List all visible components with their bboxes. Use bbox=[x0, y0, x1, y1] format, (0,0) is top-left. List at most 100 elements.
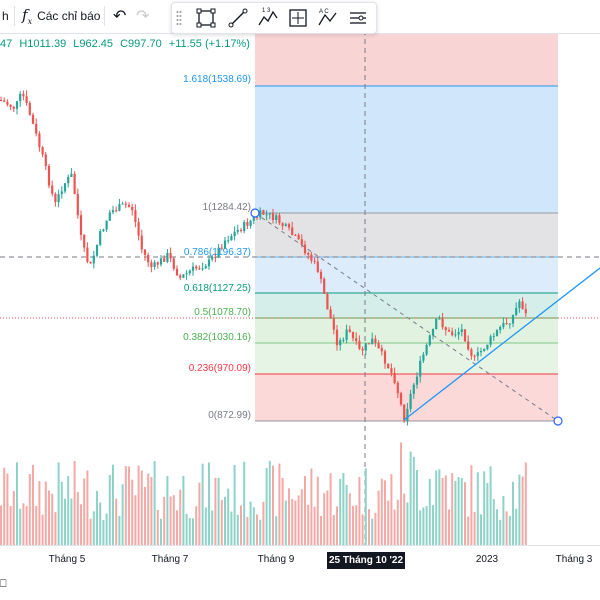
volume-bar bbox=[224, 496, 226, 545]
volume-bar bbox=[489, 466, 492, 545]
candle-body bbox=[230, 236, 233, 241]
fib-label-0786: 0.786(1196.37) bbox=[184, 247, 251, 258]
candle-body bbox=[175, 268, 179, 276]
volume-bar bbox=[428, 478, 431, 545]
volume-bar bbox=[310, 468, 313, 545]
candle-body bbox=[25, 96, 28, 104]
drawing-toolbar: 1 3 A C bbox=[171, 2, 377, 34]
volume-bar bbox=[515, 508, 518, 545]
volume-bar bbox=[396, 499, 399, 545]
trend-line-icon[interactable] bbox=[226, 6, 250, 30]
candle-body bbox=[19, 93, 22, 102]
candle-body bbox=[166, 252, 169, 262]
volume-bar bbox=[502, 495, 505, 545]
volume-bar bbox=[12, 491, 15, 545]
volume-bar bbox=[192, 518, 194, 545]
candle-body bbox=[131, 206, 134, 211]
candle-body bbox=[127, 204, 131, 207]
volume-bar bbox=[454, 480, 457, 545]
volume-bar bbox=[38, 481, 41, 545]
volume-bar bbox=[28, 474, 31, 545]
candle-body bbox=[326, 293, 329, 310]
volume-bar bbox=[361, 514, 364, 545]
candle-body bbox=[150, 262, 153, 267]
fib-label-1: 1(1284.42) bbox=[203, 202, 251, 213]
candle-body bbox=[35, 123, 38, 134]
volume-bar bbox=[160, 518, 162, 545]
volume-bar bbox=[233, 464, 236, 545]
candle-body bbox=[332, 318, 335, 330]
measure-icon[interactable] bbox=[286, 6, 310, 30]
time-label-may: Tháng 5 bbox=[48, 554, 86, 565]
candle-body bbox=[361, 348, 364, 351]
volume-bar bbox=[499, 519, 502, 545]
toolbar-divider bbox=[104, 6, 105, 26]
volume-bar bbox=[25, 506, 28, 545]
volume-bar bbox=[416, 470, 418, 545]
candle-body bbox=[188, 270, 191, 274]
candle-body bbox=[28, 103, 31, 115]
toolbar-divider bbox=[14, 6, 15, 26]
candle-body bbox=[348, 329, 351, 333]
candle-body bbox=[281, 223, 284, 226]
candle-body bbox=[495, 329, 499, 336]
volume-bar bbox=[521, 476, 524, 545]
volume-bar bbox=[60, 481, 63, 545]
volume-bar bbox=[355, 505, 358, 545]
candle-body bbox=[329, 309, 332, 319]
fib-anchor-start[interactable] bbox=[250, 208, 260, 218]
volume-bar bbox=[275, 516, 278, 545]
candle-body bbox=[422, 354, 425, 361]
volume-bar bbox=[188, 518, 191, 545]
volume-bar bbox=[252, 507, 255, 545]
volume-bar bbox=[320, 516, 322, 545]
undo-button[interactable]: ↶ bbox=[113, 0, 126, 32]
interval-button[interactable]: h bbox=[2, 0, 9, 32]
candle-body bbox=[143, 249, 147, 255]
drag-handle-icon[interactable] bbox=[176, 10, 182, 26]
candle-body bbox=[380, 348, 383, 352]
candle-body bbox=[313, 260, 316, 262]
time-axis[interactable]: Tháng 5 Tháng 7 Tháng 9 2023 Tháng 3 25 … bbox=[0, 545, 600, 572]
redo-button[interactable]: ↷ bbox=[136, 0, 149, 32]
candle-body bbox=[265, 214, 268, 216]
trend-line[interactable] bbox=[403, 267, 600, 421]
candle-body bbox=[367, 343, 371, 345]
ohlc-change: +11.55 (+1.17%) bbox=[168, 38, 250, 50]
calendar-icon[interactable]: ⎕ bbox=[0, 578, 7, 590]
volume-bar bbox=[64, 498, 66, 545]
volume-bar bbox=[390, 474, 393, 545]
volume-bar bbox=[451, 473, 454, 545]
candle-body bbox=[89, 261, 92, 264]
volume-bar bbox=[22, 503, 25, 545]
volume-bar bbox=[227, 488, 230, 545]
volume-bar bbox=[249, 501, 252, 545]
candle-body bbox=[451, 331, 454, 336]
volume-bar bbox=[236, 514, 239, 545]
fib-zone-1618 bbox=[255, 86, 558, 213]
indicators-button[interactable]: fx Các chỉ báo bbox=[22, 0, 100, 32]
volume-bar bbox=[512, 481, 514, 545]
candle-body bbox=[111, 210, 115, 213]
volume-bar bbox=[0, 505, 2, 545]
settings-lines-icon[interactable] bbox=[346, 6, 370, 30]
volume-bar bbox=[3, 467, 6, 545]
pattern-icon[interactable]: 1 3 bbox=[256, 6, 280, 30]
volume-bar bbox=[393, 509, 396, 545]
text-pattern-icon[interactable]: A C bbox=[316, 6, 340, 30]
candle-body bbox=[486, 344, 489, 350]
volume-bar bbox=[326, 490, 329, 545]
volume-bar bbox=[48, 490, 50, 545]
candle-body bbox=[479, 351, 483, 353]
fib-anchor-end[interactable] bbox=[553, 416, 563, 426]
candle-body bbox=[95, 244, 99, 256]
fib-anchor-line[interactable] bbox=[254, 212, 559, 422]
rectangle-icon[interactable] bbox=[194, 6, 218, 30]
candle-body bbox=[255, 216, 259, 218]
candle-body bbox=[323, 278, 326, 294]
candle-body bbox=[303, 244, 307, 254]
volume-bar bbox=[67, 476, 70, 545]
volume-bar bbox=[288, 488, 290, 545]
volume-bar bbox=[284, 500, 287, 545]
